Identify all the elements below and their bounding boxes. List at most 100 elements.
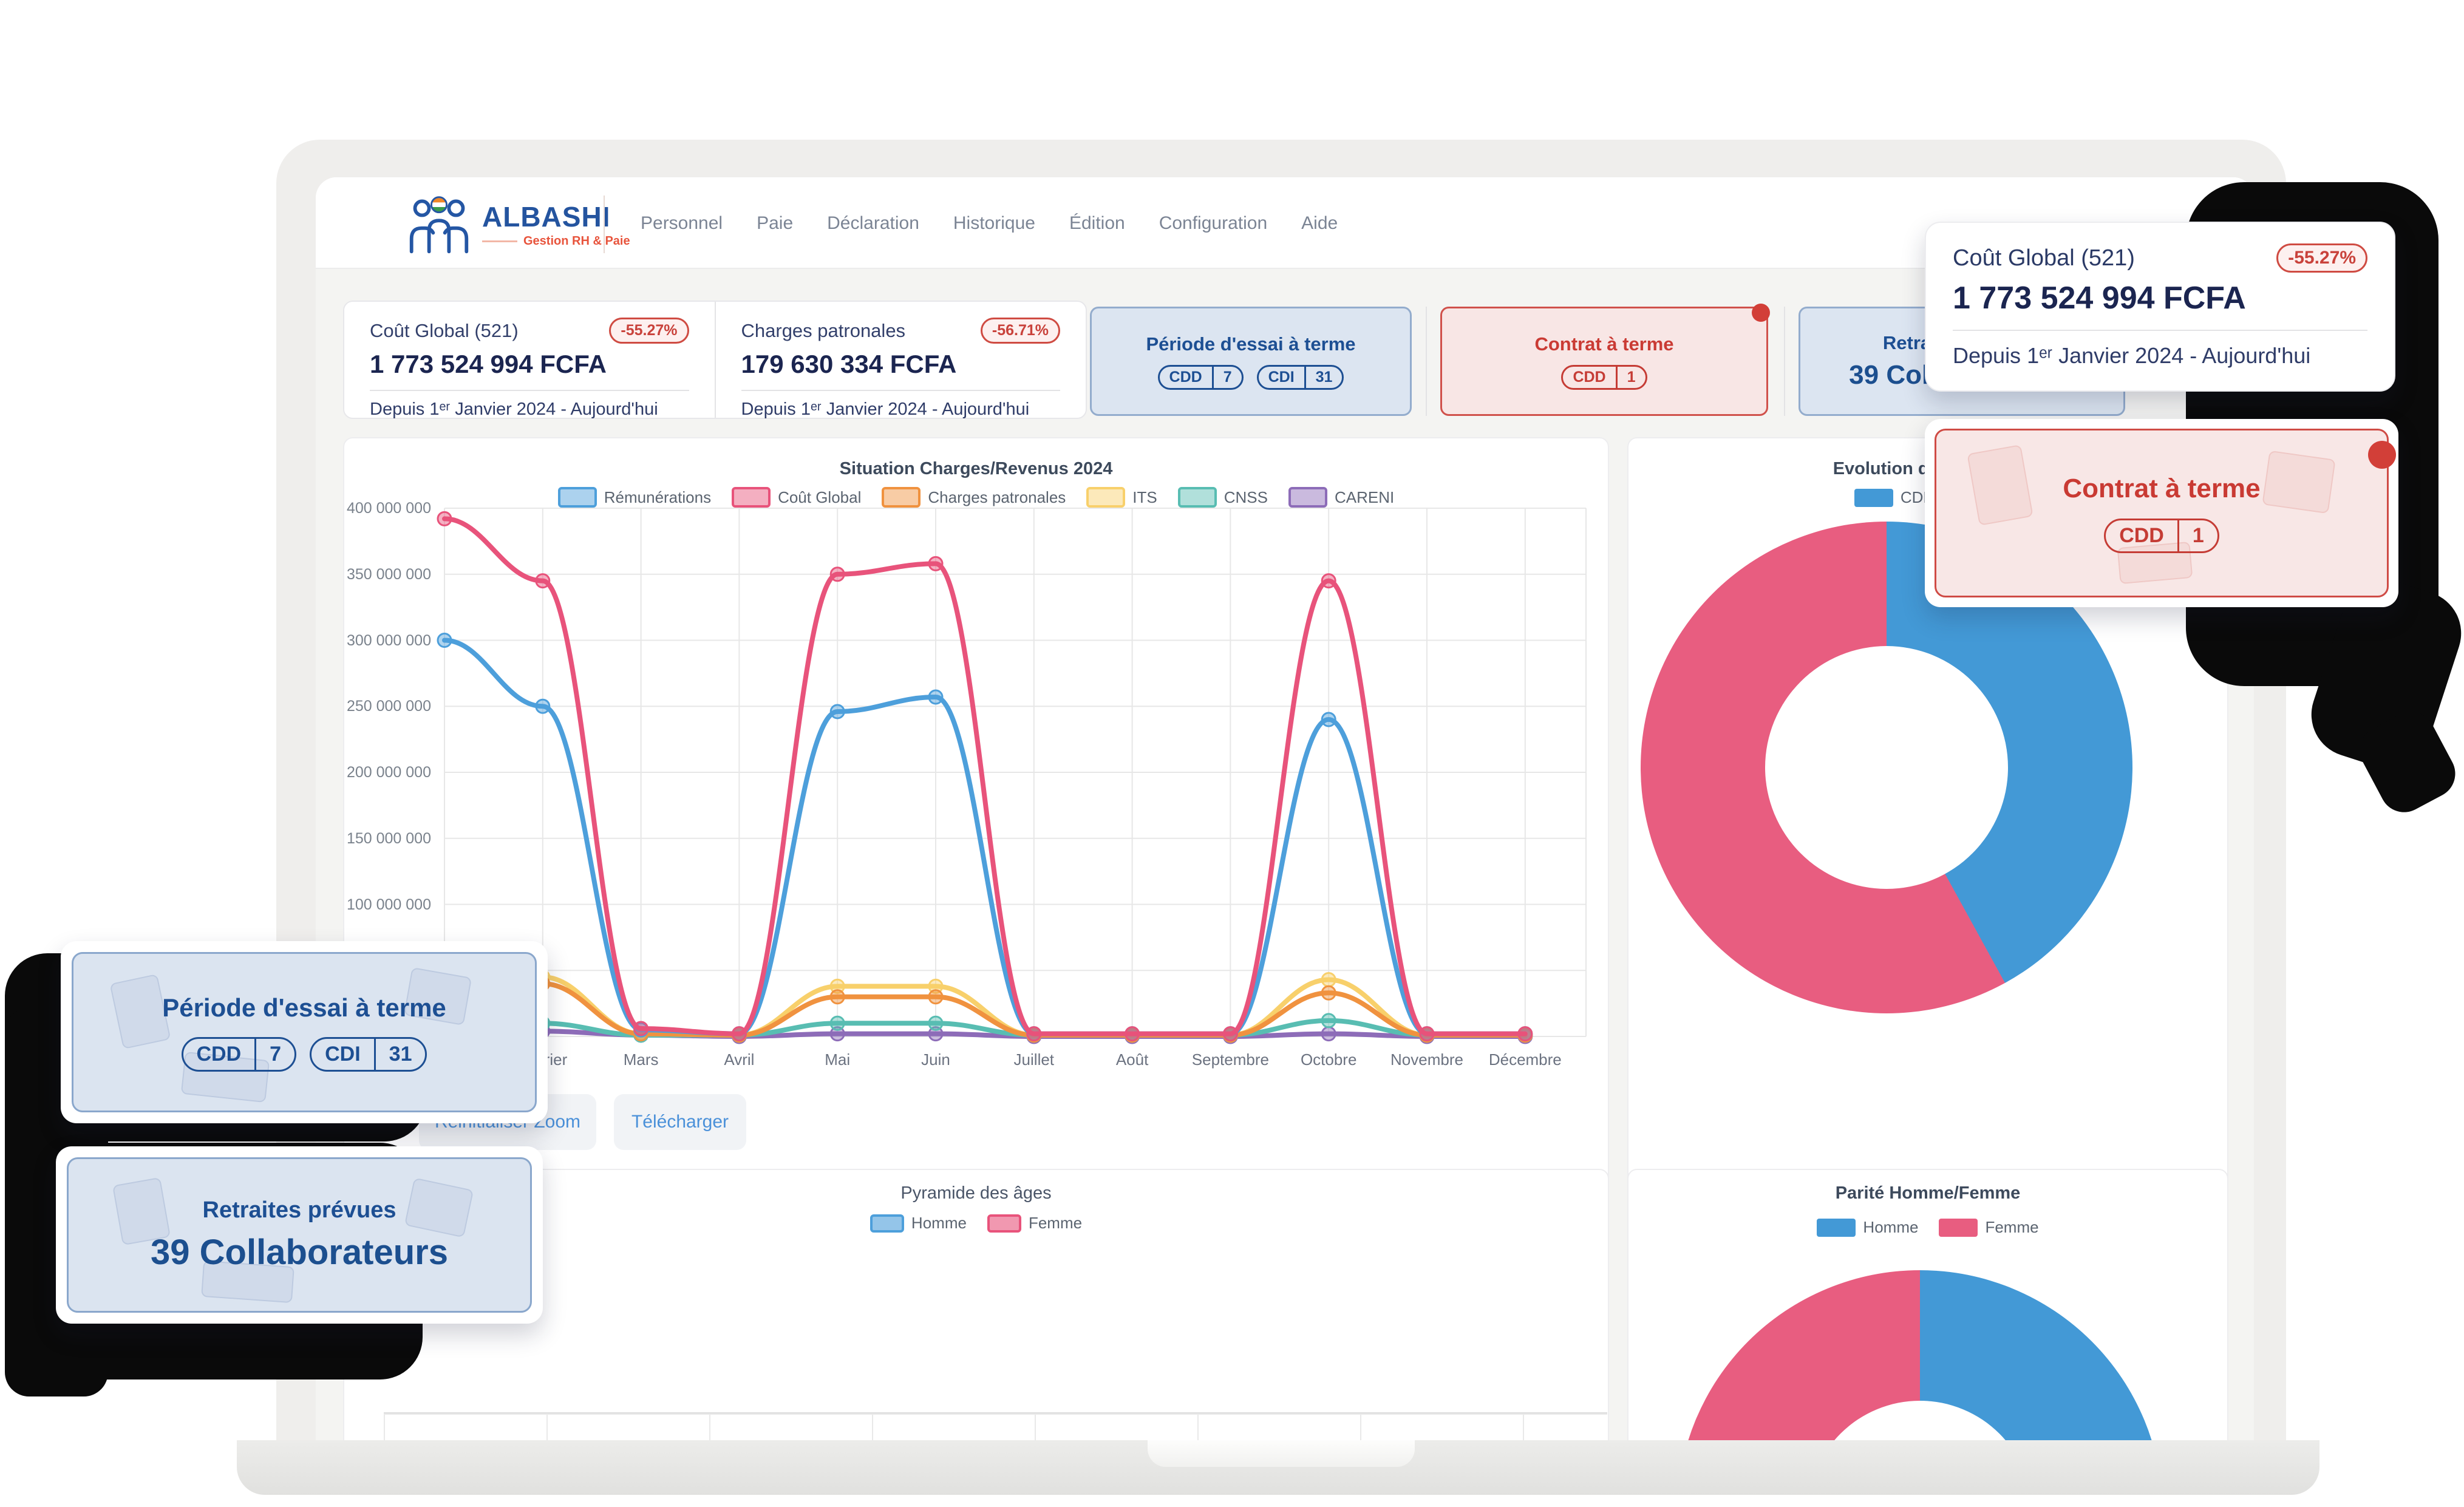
divider — [370, 390, 689, 391]
kpi-value: 1 773 524 994 FCFA — [370, 350, 607, 378]
data-point[interactable] — [928, 1026, 944, 1042]
age-pyramid-panel: Pyramide des âges Homme Femme 71 - 80 — [343, 1169, 1609, 1440]
legend-item-cdd[interactable]: CDD — [1854, 488, 1935, 507]
popup-contrat-terme[interactable]: Contrat à terme CDD 1 — [1925, 419, 2398, 607]
popup-periode-essai[interactable]: Période d'essai à terme CDD 7 CDI 31 — [61, 941, 548, 1123]
legend-item[interactable]: Coût Global — [732, 487, 861, 508]
data-point[interactable] — [437, 511, 452, 526]
data-point[interactable] — [829, 704, 845, 719]
legend-label: CNSS — [1223, 488, 1268, 506]
download-button[interactable]: Télécharger — [614, 1094, 746, 1150]
data-point[interactable] — [829, 1015, 845, 1031]
legend-item[interactable]: Charges patronales — [882, 487, 1066, 508]
legend-item[interactable]: Rémunérations — [557, 487, 711, 508]
x-axis-tick: Mai — [825, 1050, 851, 1069]
data-point[interactable] — [1419, 1026, 1435, 1042]
legend-swatch — [882, 487, 921, 508]
nav-item-declaration[interactable]: Déclaration — [827, 213, 919, 233]
legend-label: ITS — [1132, 488, 1157, 506]
legend-item-homme[interactable]: Homme — [870, 1214, 967, 1233]
data-point[interactable] — [928, 989, 944, 1005]
legend-swatch — [1939, 1218, 1978, 1237]
legend-item[interactable]: ITS — [1086, 487, 1157, 508]
parity-donut-chart[interactable] — [1677, 1270, 2163, 1440]
data-point[interactable] — [1026, 1026, 1042, 1042]
data-point[interactable] — [928, 1015, 944, 1031]
brand-logo[interactable]: ALBASHI Gestion RH & Paie — [407, 192, 630, 256]
x-axis-tick: Décembre — [1488, 1050, 1562, 1069]
notification-dot — [1752, 304, 1770, 322]
tagline-line — [482, 240, 517, 242]
kpi-label: Charges patronales — [741, 319, 906, 341]
chart-line-2 — [442, 970, 1528, 1038]
data-point[interactable] — [535, 698, 551, 714]
pill-cdd: CDD 1 — [2104, 518, 2219, 553]
data-point[interactable] — [633, 1021, 649, 1036]
legend-swatch — [1177, 487, 1217, 508]
data-point[interactable] — [1321, 1026, 1336, 1042]
card-periode-essai[interactable]: Période d'essai à terme CDD 7 CDI 31 — [1090, 307, 1412, 416]
card-contrat-terme[interactable]: Contrat à terme CDD 1 — [1440, 304, 1770, 416]
data-point[interactable] — [829, 989, 845, 1005]
nav-item-personnel[interactable]: Personnel — [641, 213, 723, 233]
y-axis-tick: 150 000 000 — [346, 829, 431, 847]
nav-item-aide[interactable]: Aide — [1301, 213, 1338, 233]
divider — [1953, 330, 2367, 331]
line-chart[interactable] — [426, 499, 1604, 1070]
parity-legend: Homme Femme — [1628, 1218, 2227, 1237]
nav-item-configuration[interactable]: Configuration — [1159, 213, 1268, 233]
divider — [741, 390, 1060, 391]
popup-retraites[interactable]: Retraites prévues 39 Collaborateurs — [56, 1146, 543, 1324]
y-axis-tick: 100 000 000 — [346, 896, 431, 913]
data-point[interactable] — [437, 633, 452, 648]
legend-label: CARENI — [1335, 488, 1395, 506]
data-point[interactable] — [1321, 985, 1336, 1001]
data-point[interactable] — [731, 1026, 747, 1042]
people-logo-icon — [409, 196, 469, 254]
data-point[interactable] — [1321, 712, 1336, 727]
nav-item-historique[interactable]: Historique — [953, 213, 1035, 233]
data-point[interactable] — [928, 689, 944, 705]
x-axis-tick: Novembre — [1390, 1050, 1463, 1069]
data-point[interactable] — [1517, 1026, 1533, 1042]
divider — [1426, 307, 1427, 416]
legend-item-homme[interactable]: Homme — [1817, 1218, 1918, 1237]
y-axis-tick: 300 000 000 — [346, 631, 431, 649]
x-axis-tick: Juin — [921, 1050, 950, 1069]
data-point[interactable] — [535, 573, 551, 589]
laptop-notch — [1148, 1440, 1415, 1467]
decorative-motif — [404, 1177, 474, 1238]
legend-item-femme[interactable]: Femme — [987, 1214, 1082, 1233]
pill-cdi: CDI 31 — [310, 1036, 427, 1072]
legend-swatch — [1086, 487, 1126, 508]
data-point[interactable] — [1321, 971, 1336, 987]
nav-divider — [604, 196, 605, 253]
popup-kpi-badge: -55.27% — [2276, 243, 2367, 273]
chart-title: Situation Charges/Revenus 2024 — [839, 459, 1113, 478]
brand-name: ALBASHI — [482, 200, 611, 233]
legend-item[interactable]: CNSS — [1177, 487, 1268, 508]
kpi-label: Coût Global (521) — [370, 319, 519, 341]
popup-cout-global: Coût Global (521) -55.27% 1 773 524 994 … — [1925, 222, 2395, 392]
data-point[interactable] — [1321, 573, 1336, 589]
data-point[interactable] — [928, 978, 944, 994]
legend-item-femme[interactable]: Femme — [1939, 1218, 2039, 1237]
kpi-period: Depuis 1ᵉʳ Janvier 2024 - Aujourd'hui — [741, 400, 1030, 419]
nav-menu: Personnel Paie Déclaration Historique Éd… — [641, 177, 1338, 269]
nav-item-edition[interactable]: Édition — [1069, 213, 1125, 233]
y-axis-tick: 250 000 000 — [346, 698, 431, 715]
legend-item[interactable]: CARENI — [1288, 487, 1394, 508]
kpi-badge: -55.27% — [609, 318, 689, 344]
data-point[interactable] — [829, 978, 845, 994]
data-point[interactable] — [1222, 1026, 1238, 1042]
data-point[interactable] — [1125, 1026, 1140, 1042]
data-point[interactable] — [829, 1026, 845, 1042]
popup-title: Retraites prévues — [202, 1197, 396, 1223]
data-point[interactable] — [1321, 1013, 1336, 1029]
card-title: Contrat à terme — [1534, 333, 1674, 355]
nav-item-paie[interactable]: Paie — [757, 213, 794, 233]
popup-title: Période d'essai à terme — [162, 993, 446, 1022]
pill-cdd: CDD 1 — [1561, 364, 1647, 390]
data-point[interactable] — [928, 556, 944, 571]
data-point[interactable] — [829, 566, 845, 582]
